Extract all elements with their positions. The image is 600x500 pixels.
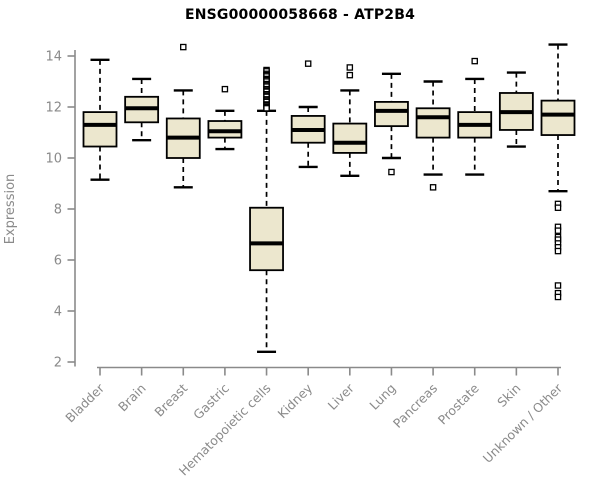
outlier-marker	[304, 60, 312, 67]
outlier-marker	[180, 43, 187, 51]
boxplot-box	[415, 80, 451, 191]
outlier-marker	[554, 227, 562, 234]
outlier-marker	[346, 71, 354, 79]
x-tick-label: Lung	[366, 381, 398, 413]
boxplot-box	[290, 60, 326, 169]
outlier-marker	[554, 282, 562, 289]
boxplot-box	[165, 43, 201, 189]
boxplot-box	[207, 85, 243, 151]
y-tick-label: 6	[54, 254, 62, 269]
x-tick-label: Gastric	[190, 380, 232, 422]
boxplot-box	[124, 77, 160, 142]
y-tick-label: 4	[54, 305, 62, 320]
boxplot-box	[540, 43, 576, 301]
boxplot-box	[374, 72, 409, 176]
x-tick-label: Breast	[151, 380, 190, 419]
y-axis: 2 4 6 8 10 12 14 Expression	[3, 50, 76, 371]
iqr-box	[332, 122, 368, 154]
outlier-marker	[429, 184, 437, 191]
boxplot-box	[332, 64, 368, 178]
x-tick-label: Unknown / Other	[480, 380, 566, 466]
outlier-marker	[471, 57, 478, 65]
outlier-marker	[554, 204, 562, 211]
boxplot-box	[249, 66, 284, 353]
iqr-box	[374, 101, 409, 128]
y-tick-label: 10	[45, 152, 62, 167]
outlier-marker	[221, 85, 229, 93]
chart-title: ENSG00000058668 - ATP2B4	[184, 7, 416, 23]
x-tick-label: Brain	[115, 381, 149, 415]
iqr-box	[249, 206, 284, 272]
x-tick-label: Kidney	[275, 380, 316, 421]
x-tick-label: Prostate	[435, 380, 482, 427]
outlier-marker	[346, 64, 354, 71]
outlier-marker	[554, 247, 562, 255]
iqr-box	[540, 99, 576, 136]
x-tick-label: Skin	[494, 381, 523, 410]
outlier-marker	[554, 293, 562, 301]
y-tick-label: 12	[45, 101, 62, 116]
y-axis-title: Expression	[3, 174, 18, 245]
y-tick-label: 8	[54, 203, 62, 218]
x-tick-label: Bladder	[62, 380, 107, 425]
boxplot-box	[457, 57, 493, 176]
boxplot-box	[82, 58, 118, 181]
x-tick-label: Pancreas	[390, 381, 440, 431]
iqr-box	[415, 107, 451, 139]
outlier-marker	[263, 105, 270, 112]
outlier-marker	[388, 168, 395, 176]
boxplot-box	[498, 71, 534, 148]
y-tick-label: 14	[45, 50, 62, 65]
y-tick-label: 2	[54, 356, 62, 371]
iqr-box	[82, 111, 118, 148]
x-tick-label: Liver	[325, 380, 358, 413]
